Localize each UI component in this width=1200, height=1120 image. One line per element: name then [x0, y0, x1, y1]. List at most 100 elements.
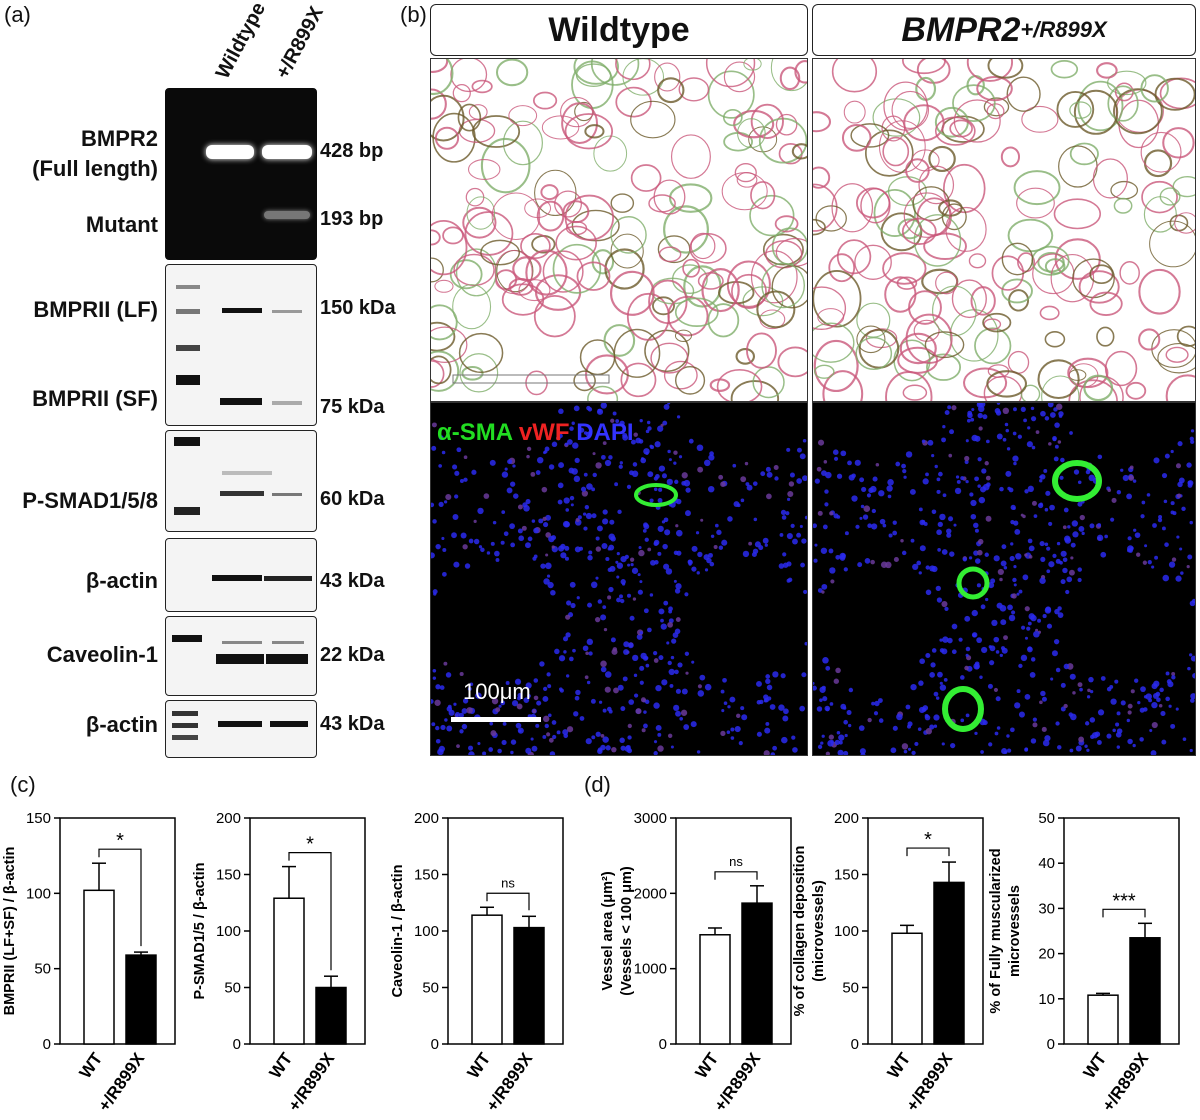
chart-frame — [1063, 817, 1180, 1045]
bar-mutant — [125, 954, 157, 1045]
size-label-150kda: 150 kDa — [320, 297, 396, 319]
band-label-caveolin: Caveolin-1 — [46, 642, 158, 667]
band-label-mutant: Mutant — [85, 212, 158, 237]
y-tick-label: 50 — [422, 980, 439, 997]
y-tick-label: 20 — [1038, 946, 1055, 963]
bar-wt — [699, 934, 731, 1045]
significance-label: * — [924, 829, 932, 851]
y-tick-label: 0 — [43, 1036, 51, 1053]
significance-bracket — [714, 871, 758, 880]
y-axis-label: Caveolin-1 / β-actin — [390, 865, 406, 998]
significance-label: * — [116, 830, 124, 852]
fluorescence-wildtype: α-SMA vWF DAPI 100μm — [430, 402, 808, 756]
beta-actin-blot-image — [165, 538, 317, 612]
chart-5: 0 50 100 150 200 % of collagen deposition (mic… — [792, 810, 984, 1115]
stain-legend-dapi: DAPI — [576, 419, 634, 446]
significance-label: ns — [501, 875, 515, 890]
y-tick-label: 30 — [1038, 900, 1055, 917]
y-tick-label: 0 — [851, 1036, 859, 1053]
size-label-60kda: 60 kDa — [320, 488, 385, 510]
bar-mutant — [315, 986, 347, 1045]
chart-4: 0 1000 2000 3000 Vessel area (μm²) (Vessels <… — [600, 810, 792, 1115]
y-axis-label: P-SMAD1/5 / β-actin — [192, 863, 208, 1000]
y-axis-label: (microvessels) — [811, 880, 827, 982]
fluorescence-mutant — [812, 402, 1196, 756]
size-label-193bp: 193 bp — [320, 208, 384, 230]
band-label-psmad: P-SMAD1/5/8 — [22, 488, 158, 513]
bmprii-blot-image — [165, 264, 317, 426]
pcr-gel-image — [165, 88, 317, 260]
y-axis-label: (Vessels < 100 μm) — [619, 866, 635, 996]
significance-bracket — [1102, 908, 1146, 918]
bar-wt — [891, 932, 923, 1045]
scale-bar-label: 100μm — [463, 679, 531, 704]
y-tick-label: 40 — [1038, 855, 1055, 872]
y-tick-label: 100 — [834, 923, 859, 940]
panel-a-letter: (a) — [4, 2, 31, 27]
vessel — [1052, 460, 1102, 502]
y-axis-label: Vessel area (μm²) — [600, 871, 616, 990]
chart-frame — [675, 817, 792, 1045]
significance-bracket — [98, 848, 142, 947]
size-label-22kda: 22 kDa — [320, 644, 385, 666]
header-mutant: BMPR2 +/R899X — [812, 4, 1196, 56]
y-tick-label: 150 — [216, 867, 241, 884]
x-tick-label: WT — [884, 1049, 915, 1082]
y-tick-label: 1000 — [634, 961, 667, 978]
bar-wt — [1087, 994, 1119, 1045]
x-tick-label: WT — [266, 1049, 297, 1082]
y-axis-label: microvessels — [1007, 885, 1023, 977]
bar-mutant — [1129, 937, 1161, 1045]
y-axis-label: BMPRII (LF+SF) / β-actin — [2, 847, 18, 1016]
vessel — [634, 483, 678, 507]
size-label-43kda-2: 43 kDa — [320, 713, 385, 735]
stain-legend: α-SMA vWF DAPI — [437, 419, 634, 447]
band-label-bmprii-lf: BMPRII (LF) — [33, 297, 158, 322]
bar-mutant — [513, 926, 545, 1045]
nuclei — [431, 403, 807, 755]
beta-actin-blot-image-2 — [165, 700, 317, 758]
psmad-blot-image — [165, 430, 317, 532]
chart-frame — [867, 817, 984, 1045]
chart-6: 0 10 20 30 40 50 % of Fully muscularized microv… — [988, 810, 1180, 1115]
header-wildtype: Wildtype — [430, 4, 808, 56]
significance-label: * — [306, 834, 314, 856]
significance-bracket — [288, 851, 332, 971]
panel-b-letter: (b) — [400, 2, 427, 27]
caveolin-blot-image — [165, 616, 317, 696]
y-axis-label: % of Fully muscularized — [988, 848, 1004, 1013]
histology-mutant — [812, 58, 1196, 402]
chart-frame — [447, 817, 564, 1045]
y-tick-label: 200 — [834, 810, 859, 827]
y-tick-label: 0 — [1047, 1036, 1055, 1053]
alveolar-tissue — [431, 59, 807, 401]
y-tick-label: 150 — [834, 867, 859, 884]
size-label-75kda: 75 kDa — [320, 396, 385, 418]
y-axis-label: % of collagen deposition — [792, 846, 808, 1017]
y-tick-label: 50 — [842, 980, 859, 997]
vessel — [956, 566, 990, 600]
size-label-43kda: 43 kDa — [320, 570, 385, 592]
y-tick-label: 0 — [659, 1036, 667, 1053]
band-label-beta-actin-2: β-actin — [85, 712, 158, 737]
y-tick-label: 100 — [414, 923, 439, 940]
significance-bracket — [486, 892, 530, 911]
scale-bar — [451, 717, 541, 722]
x-tick-label: WT — [1080, 1049, 1111, 1082]
bar-mutant — [741, 902, 773, 1045]
bar-wt — [83, 889, 115, 1045]
alveolar-tissue — [813, 59, 1195, 401]
chart-frame — [59, 817, 176, 1045]
y-tick-label: 10 — [1038, 991, 1055, 1008]
y-tick-label: 0 — [233, 1036, 241, 1053]
y-tick-label: 50 — [224, 980, 241, 997]
y-tick-label: 2000 — [634, 885, 667, 902]
bar-mutant — [933, 881, 965, 1045]
significance-bracket — [906, 847, 950, 857]
panel-c-letter: (c) — [10, 772, 36, 797]
y-tick-label: 100 — [26, 885, 51, 902]
